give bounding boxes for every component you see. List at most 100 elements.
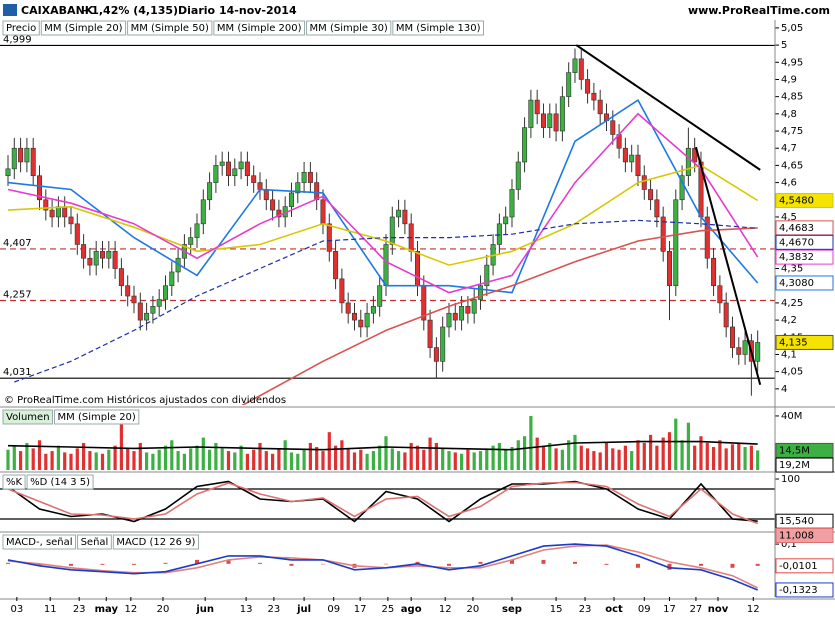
trend-line: [575, 44, 761, 171]
candle-body: [402, 209, 408, 225]
change: +1,42% (4,135): [82, 4, 178, 17]
series-line: [7, 440, 758, 451]
volume-bar: [541, 445, 546, 470]
candle-body: [704, 216, 710, 259]
legend-label: MM (Simple 200): [217, 23, 302, 34]
candle-body: [131, 295, 137, 304]
candle-body: [465, 306, 471, 314]
volume-bar: [535, 437, 539, 470]
histogram-bar: [289, 563, 294, 566]
series-line: [14, 219, 758, 383]
volume-bar: [724, 448, 728, 470]
y-tick-label: 4,35: [781, 264, 803, 275]
histogram-bar: [755, 563, 760, 566]
value-badge: [775, 234, 834, 250]
volume-bar: [12, 445, 16, 470]
value-badge: [775, 527, 834, 543]
candle-body: [112, 251, 118, 269]
y-tick-label: 4,9: [781, 74, 797, 85]
candle-body: [635, 154, 641, 177]
value-badge: [775, 457, 834, 473]
candle-body: [610, 120, 616, 135]
candle-body: [452, 312, 458, 321]
candle-body: [314, 182, 320, 201]
candle-body: [288, 192, 294, 207]
volume-bar: [730, 444, 735, 470]
histogram-bar: [541, 559, 546, 564]
volume-bar: [699, 436, 703, 470]
candle-body: [301, 171, 307, 183]
value-badge: [775, 558, 834, 574]
candle-body: [200, 199, 206, 225]
candle-body: [396, 209, 402, 218]
y-tick-label: 4,25: [781, 298, 803, 309]
candle-body: [213, 165, 219, 183]
candle-body: [503, 216, 509, 225]
volume-bar: [31, 448, 35, 470]
overlay: 4,135 4,3080 4,5480 4,4683 4,3832 4,4670 Preci…: [2, 20, 834, 598]
x-tick-label: 03: [10, 604, 23, 615]
volume-bar: [585, 448, 590, 470]
candle-body: [427, 319, 433, 348]
histogram-bar: [604, 563, 609, 565]
legend-box: [392, 20, 484, 36]
histogram-bar: [131, 563, 136, 565]
volume-bar: [567, 440, 571, 470]
candle-body: [585, 79, 591, 94]
candle-body: [326, 223, 332, 252]
histogram-bar: [635, 563, 640, 568]
volume-bar: [592, 451, 596, 470]
volume-bar: [472, 452, 476, 470]
volume-bar: [378, 445, 382, 470]
level-label: 4,257: [3, 290, 32, 301]
candle-body: [553, 113, 559, 132]
volume-bar: [705, 442, 709, 470]
series-line: [7, 164, 759, 266]
panel: [6, 543, 760, 591]
candle-body: [622, 147, 628, 163]
value-badge: [775, 192, 834, 208]
x-tick-label: ago: [401, 604, 422, 615]
volume-bar: [529, 415, 533, 470]
legend-box: [2, 409, 54, 425]
candle-body: [471, 299, 477, 314]
candle-body: [547, 113, 553, 128]
volume-bar: [189, 448, 193, 470]
volume-bar: [371, 451, 375, 470]
volume-bar: [63, 452, 67, 470]
level-label: 4,031: [3, 367, 32, 378]
x-tick-label: 11: [44, 604, 57, 615]
volume-bar: [176, 451, 180, 470]
volume-bar: [485, 448, 489, 470]
histogram-bar: [6, 562, 11, 564]
volume-bar: [617, 449, 621, 470]
candle-body: [263, 189, 269, 201]
legend-label: %D (14 3 5): [30, 477, 90, 488]
value-badge: [775, 582, 834, 598]
symbol: CAIXABANK: [21, 4, 94, 17]
panel: [0, 480, 775, 525]
volume-bar: [308, 442, 312, 470]
volume-bar: [352, 452, 357, 470]
candle-body: [736, 347, 742, 355]
volume-bar: [510, 447, 514, 470]
legend-box: [2, 474, 26, 490]
level-label: 4,999: [3, 34, 32, 45]
candle-body: [389, 216, 395, 245]
legend-box: [40, 20, 127, 36]
series-line: [241, 227, 758, 405]
x-tick-label: 09: [638, 604, 651, 615]
candle-body: [540, 113, 546, 128]
volume-bar: [315, 447, 319, 470]
level-label: 4,407: [3, 238, 32, 249]
candle-body: [11, 147, 17, 170]
volume-bar: [37, 440, 42, 470]
candle-body: [276, 209, 282, 218]
candle-body: [207, 182, 213, 201]
candle-body: [144, 312, 150, 321]
volume-bar: [686, 422, 690, 470]
value-badge-label: 19,2M: [779, 460, 810, 471]
value-badge-label: 4,4670: [779, 237, 814, 248]
candle-body: [414, 251, 420, 287]
